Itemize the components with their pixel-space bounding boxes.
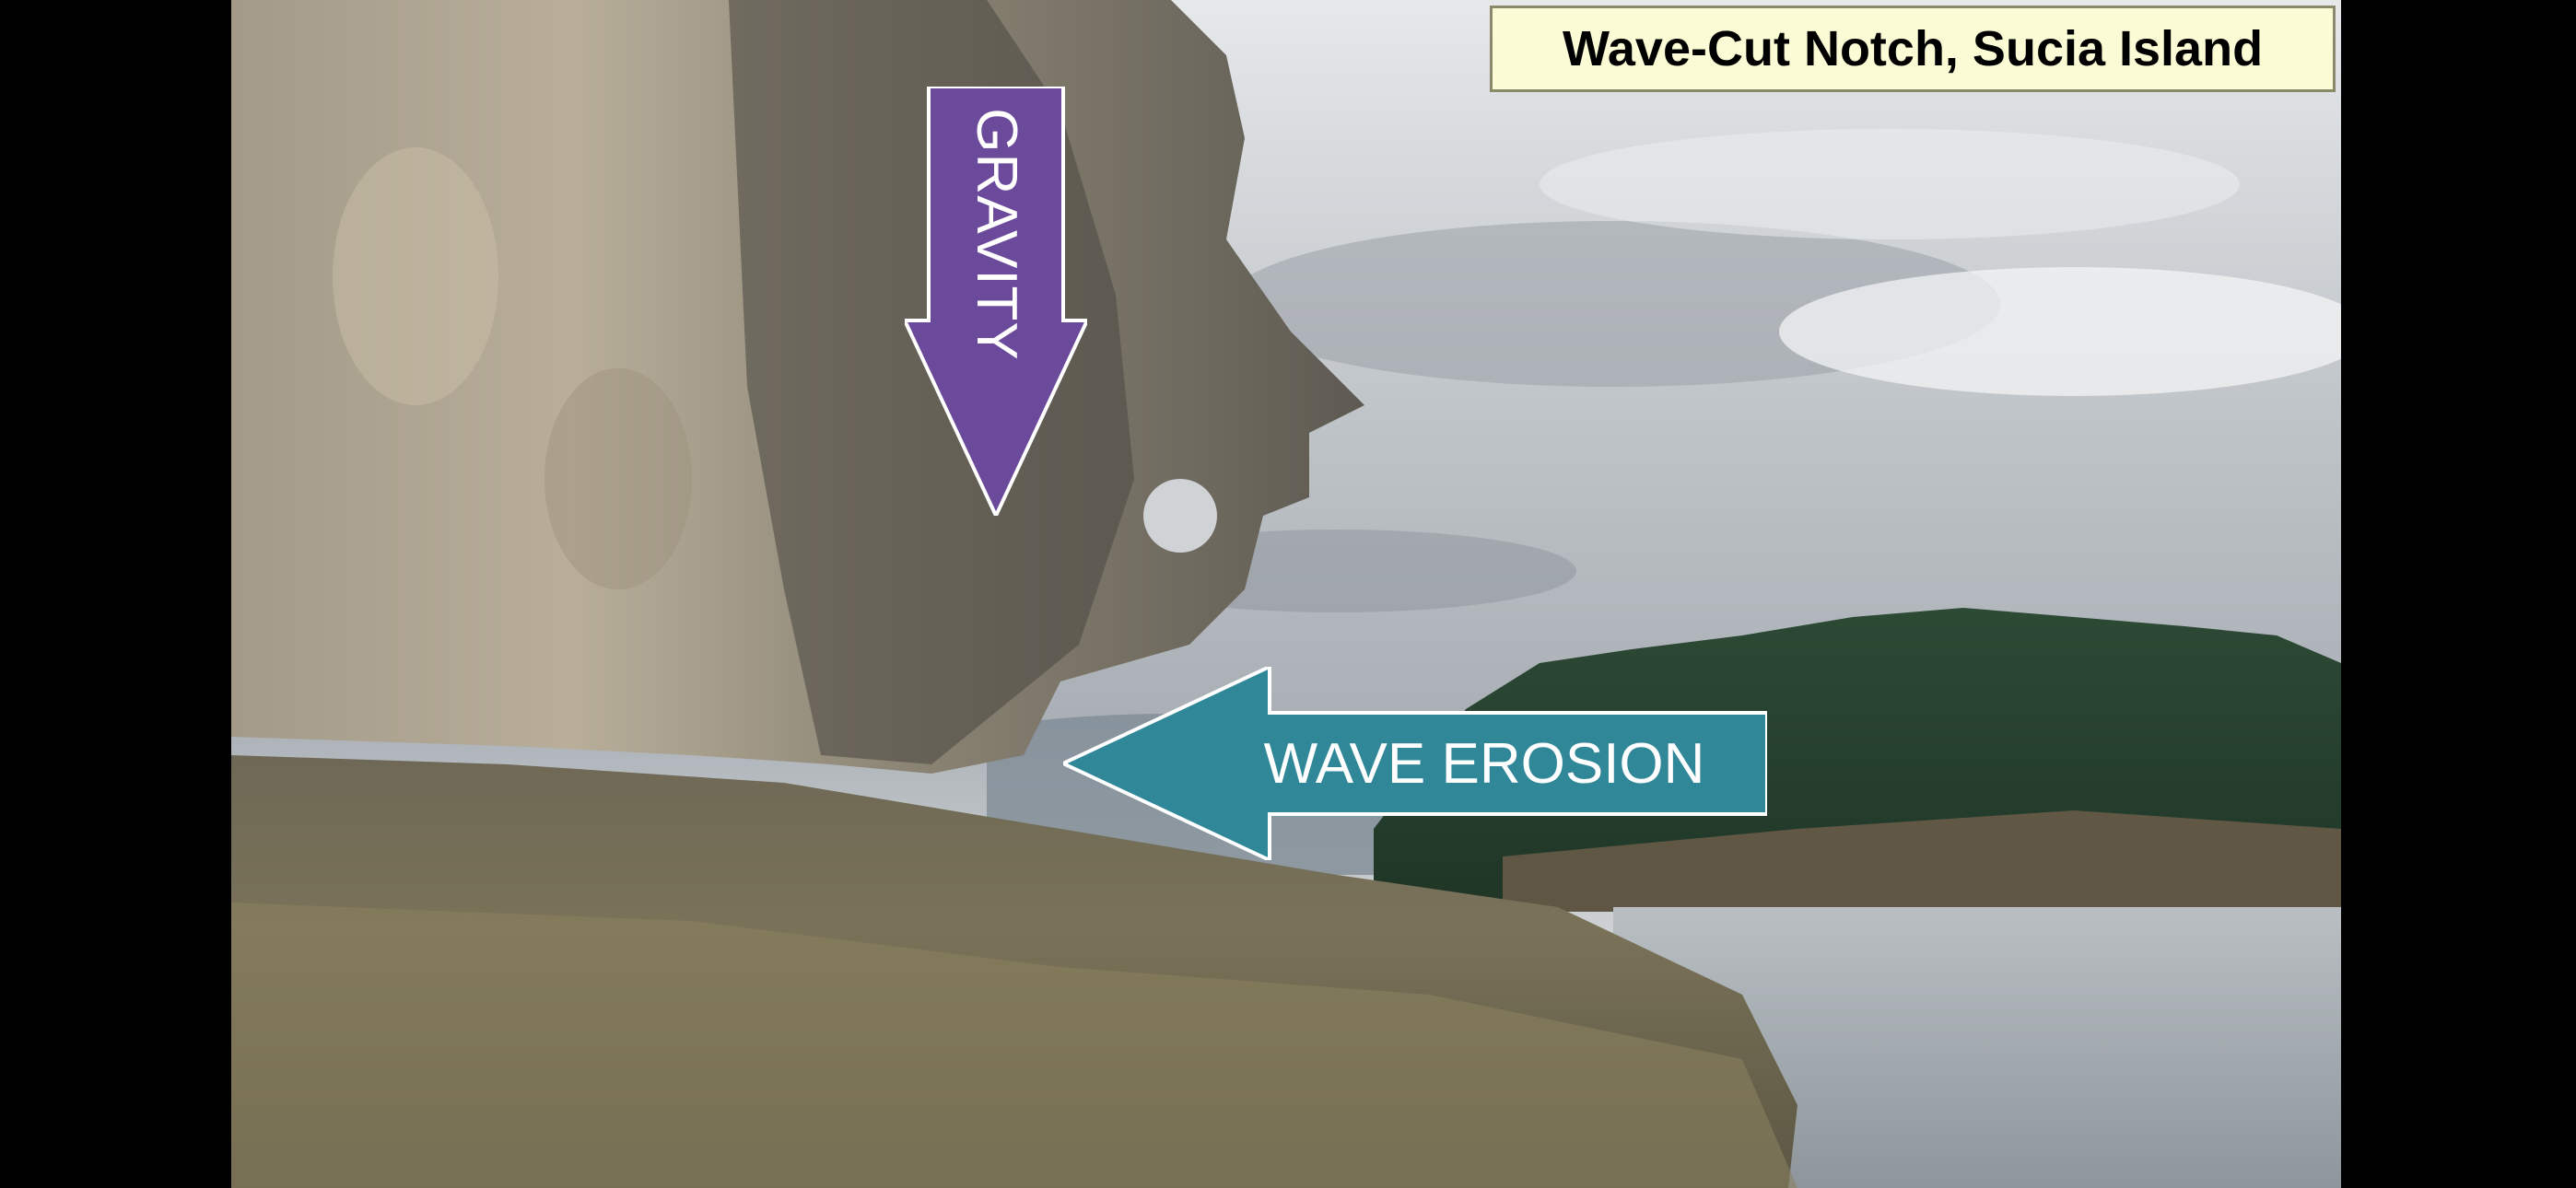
slide-title: Wave-Cut Notch, Sucia Island — [1562, 21, 2264, 76]
sandstone-cliff-photo — [231, 0, 2341, 1188]
gravity-arrow-down-icon — [905, 87, 1087, 516]
slide: Wave-Cut Notch, Sucia Island GRAVITY WAV… — [231, 0, 2341, 1188]
slide-title-box: Wave-Cut Notch, Sucia Island — [1490, 6, 2336, 92]
wave-erosion-arrow-left-icon — [1063, 667, 1767, 860]
gravity-label: GRAVITY — [964, 107, 1028, 361]
wave-erosion-label: WAVE EROSION — [1263, 731, 1705, 796]
gravity-label-box: GRAVITY — [905, 87, 1087, 381]
